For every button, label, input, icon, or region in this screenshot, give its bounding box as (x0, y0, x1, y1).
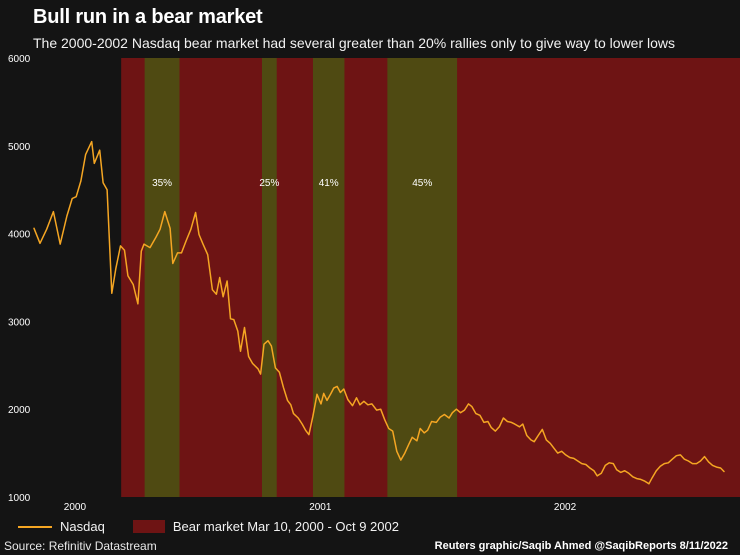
legend-line-icon (18, 525, 52, 528)
rally-label-4: 45% (412, 178, 432, 189)
rally-band-3 (312, 58, 345, 497)
rally-band-1 (144, 58, 180, 497)
y-tick-label: 1000 (8, 493, 31, 504)
legend-bear-swatch-icon (132, 520, 165, 533)
rally-label-1: 35% (152, 178, 172, 189)
y-tick-label: 3000 (8, 317, 31, 328)
y-tick-label: 2000 (8, 405, 31, 416)
rally-band-2 (261, 58, 277, 497)
y-tick-label: 4000 (8, 230, 31, 241)
y-tick-label: 6000 (8, 54, 31, 65)
rally-band-4 (387, 58, 458, 497)
x-tick-label: 2000 (64, 502, 87, 513)
chart-subtitle: The 2000-2002 Nasdaq bear market had sev… (33, 35, 676, 51)
series-line-1 (33, 140, 725, 485)
source-note: Source: Refinitiv Datastream (4, 539, 157, 553)
x-tick-label: 2002 (554, 502, 577, 513)
y-tick-label: 5000 (8, 142, 31, 153)
credit-note: Reuters graphic/Saqib Ahmed @SaqibReport… (434, 540, 728, 552)
legend-series-label: Nasdaq (60, 519, 105, 534)
chart-title: Bull run in a bear market (33, 6, 263, 28)
x-tick-label: 2001 (309, 502, 332, 513)
rally-label-3: 41% (319, 178, 339, 189)
legend: Nasdaq Bear market Mar 10, 2000 - Oct 9 … (18, 519, 399, 534)
rally-label-2: 25% (259, 178, 279, 189)
legend-bear-label: Bear market Mar 10, 2000 - Oct 9 2002 (172, 519, 399, 534)
